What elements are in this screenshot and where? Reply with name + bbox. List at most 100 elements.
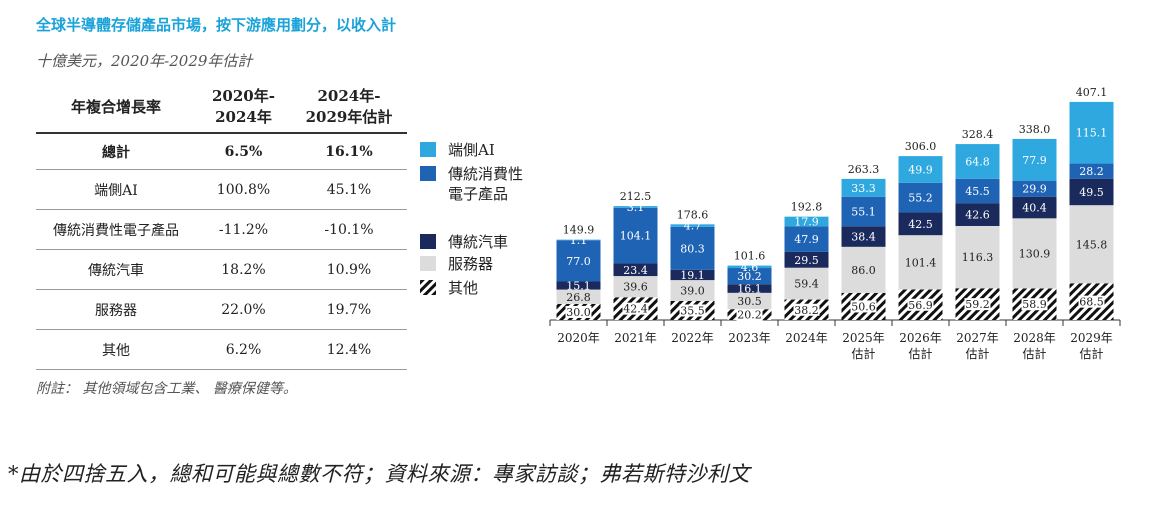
- cagr-row-name: 傳統消費性電子產品: [36, 209, 196, 250]
- total-label: 192.8: [791, 201, 823, 214]
- cagr-row-other: 其他 6.2% 12.4%: [36, 329, 407, 370]
- legend-label: 端側AI: [448, 141, 495, 159]
- bar-segment-server: [556, 289, 601, 304]
- cagr-header-col2: 2024年- 2029年估計: [291, 80, 407, 133]
- cagr-row-c2: 45.1%: [291, 169, 407, 210]
- cagr-row-c2: 10.9%: [291, 249, 407, 290]
- data-label-other: 42.4: [623, 303, 648, 316]
- legend-swatch: [420, 280, 436, 295]
- data-label-other: 38.2: [794, 304, 819, 317]
- cagr-row-name: 端側AI: [36, 169, 196, 210]
- data-label-server: 26.8: [566, 291, 591, 304]
- x-tick-label: 2025年: [842, 331, 885, 345]
- source-footnote: *由於四捨五入，總和可能與總數不符；資料來源：專家訪談；弗若斯特沙利文: [8, 462, 750, 486]
- table-note: 附註： 其他領域包含工業、 醫療保健等。: [36, 381, 297, 397]
- cagr-header-col1-line2: 2024年: [215, 108, 272, 126]
- bar-segment-auto: [841, 226, 886, 247]
- data-label-consumer: 30.2: [737, 270, 762, 283]
- data-label-auto: 38.4: [851, 231, 876, 244]
- data-label-consumer: 80.3: [680, 242, 705, 255]
- x-tick-label: 2028年: [1013, 331, 1056, 345]
- total-label: 149.9: [563, 224, 595, 237]
- bar-segment-edge_ai: [955, 144, 1000, 179]
- bar-segment-edge_ai: [727, 265, 772, 269]
- legend-label: 傳統汽車: [448, 233, 508, 251]
- bar-segment-server: [898, 235, 943, 290]
- cagr-table: 年複合增長率 2020年- 2024年 2024年- 2029年估計 總計 6.…: [36, 80, 407, 370]
- data-label-edge_ai: 4.7: [684, 220, 702, 233]
- data-label-auto: 29.5: [794, 254, 819, 267]
- total-label: 212.5: [620, 190, 652, 203]
- x-tick-label: 2023年: [728, 331, 771, 345]
- bar-segment-server: [955, 225, 1000, 289]
- data-label-bg: [736, 308, 763, 321]
- bar-segment-auto: [898, 212, 943, 236]
- data-label-other: 30.0: [566, 306, 591, 319]
- data-label-edge_ai: 77.9: [1022, 154, 1047, 167]
- total-label: 328.4: [962, 128, 994, 141]
- data-label-consumer: 55.2: [908, 192, 933, 205]
- total-label: 407.1: [1076, 86, 1108, 99]
- legend-swatch: [420, 234, 436, 249]
- cagr-row-name: 總計: [36, 132, 196, 170]
- bar-segment-auto: [784, 251, 829, 268]
- data-label-auto: 15.1: [566, 280, 591, 293]
- data-label-consumer: 45.5: [965, 185, 990, 198]
- bar-segment-consumer: [670, 226, 715, 270]
- cagr-row-auto: 傳統汽車 18.2% 10.9%: [36, 249, 407, 290]
- bar-segment-auto: [727, 284, 772, 293]
- bar-segment-auto: [1012, 196, 1057, 219]
- bar-segment-consumer: [613, 207, 658, 264]
- data-label-bg: [679, 304, 706, 317]
- bar-segment-server: [613, 276, 658, 298]
- x-tick-label: 估計: [1022, 346, 1046, 361]
- data-label-other: 35.5: [680, 304, 705, 317]
- cagr-header-col2-line1: 2024年-: [317, 87, 381, 105]
- data-label-edge_ai: 64.8: [965, 155, 990, 168]
- data-label-bg: [1021, 298, 1048, 311]
- data-label-auto: 19.1: [680, 269, 705, 282]
- data-label-edge_ai: 17.9: [794, 215, 819, 228]
- data-label-edge_ai: 1.1: [570, 234, 588, 247]
- data-label-server: 145.8: [1076, 238, 1108, 251]
- data-label-other: 50.6: [851, 300, 876, 313]
- cagr-row-total: 總計 6.5% 16.1%: [36, 132, 407, 170]
- data-label-auto: 42.6: [965, 209, 990, 222]
- cagr-row-consumer: 傳統消費性電子產品 -11.2% -10.1%: [36, 209, 407, 250]
- bar-segment-edge_ai: [670, 224, 715, 227]
- bar-segment-consumer: [784, 226, 829, 252]
- cagr-header-col1-line1: 2020年-: [212, 87, 275, 105]
- data-label-other: 56.9: [908, 299, 933, 312]
- chart-subtitle: 十億美元，2020年-2029年估計: [36, 52, 253, 70]
- x-tick-label: 2029年: [1070, 331, 1113, 345]
- bar-segment-consumer: [1012, 180, 1057, 197]
- cagr-row-c2: 12.4%: [291, 329, 407, 370]
- bar-segment-consumer: [898, 182, 943, 213]
- bar-segment-consumer: [556, 240, 601, 282]
- data-label-consumer: 55.1: [851, 205, 876, 218]
- legend-label: 電子產品: [448, 185, 508, 203]
- cagr-header-label: 年複合增長率: [70, 97, 161, 116]
- bar-segment-server: [1069, 205, 1114, 284]
- x-tick-label: 2021年: [614, 331, 657, 345]
- data-label-server: 101.4: [905, 256, 937, 269]
- data-label-server: 130.9: [1019, 247, 1051, 260]
- cagr-row-c2: -10.1%: [291, 209, 407, 250]
- data-label-other: 20.2: [737, 309, 762, 322]
- x-tick-label: 估計: [965, 346, 989, 361]
- bar-segment-auto: [670, 269, 715, 281]
- bar-segment-consumer: [841, 196, 886, 227]
- cagr-row-c2: 16.1%: [291, 132, 407, 170]
- total-label: 306.0: [905, 140, 937, 153]
- cagr-row-edge-ai: 端側AI 100.8% 45.1%: [36, 169, 407, 210]
- total-label: 263.3: [848, 163, 880, 176]
- data-label-bg: [622, 302, 649, 315]
- legend-label: 其他: [448, 279, 478, 297]
- data-label-auto: 23.4: [623, 264, 648, 277]
- cagr-row-c1: 22.0%: [196, 289, 291, 330]
- legend-item-edge_ai: 端側AI: [420, 141, 495, 159]
- total-label: 101.6: [734, 250, 766, 263]
- legend-label: 傳統消費性: [448, 165, 523, 183]
